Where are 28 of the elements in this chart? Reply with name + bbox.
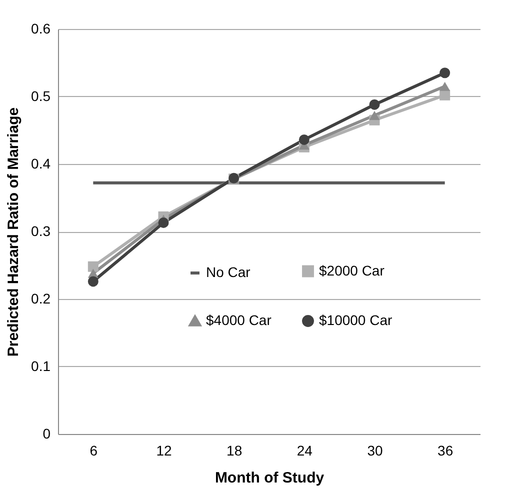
y-tick-label: 0.5 <box>31 88 51 104</box>
x-tick-label: 18 <box>226 442 242 458</box>
legend-label: $10000 Car <box>319 312 393 328</box>
point <box>440 68 450 78</box>
legend-label: No Car <box>206 264 251 280</box>
point <box>88 261 98 272</box>
y-tick-label: 0 <box>42 426 51 442</box>
legend-label: $2000 Car <box>319 262 385 278</box>
x-tick-label: 6 <box>90 442 98 458</box>
x-tick-label: 36 <box>438 442 454 458</box>
point <box>369 110 380 120</box>
x-tick-label: 12 <box>156 442 172 458</box>
y-tick-label: 0.4 <box>31 156 51 172</box>
point <box>88 276 98 287</box>
y-tick-label: 0.2 <box>31 290 51 306</box>
y-axis-title: Predicted Hazard Ratio of Marriage <box>5 107 22 357</box>
legend-label: $4000 Car <box>206 312 272 328</box>
y-tick-label: 0.6 <box>31 20 51 36</box>
point <box>440 90 450 100</box>
point <box>298 134 310 145</box>
x-tick-label: 24 <box>296 442 313 458</box>
point <box>440 82 450 91</box>
y-tick-label: 0.3 <box>31 223 51 239</box>
point <box>158 217 169 228</box>
x-axis-title: Month of Study <box>214 470 325 486</box>
x-tick-label: 30 <box>367 442 383 458</box>
y-tick-label: 0.1 <box>31 358 51 374</box>
point <box>369 99 380 110</box>
